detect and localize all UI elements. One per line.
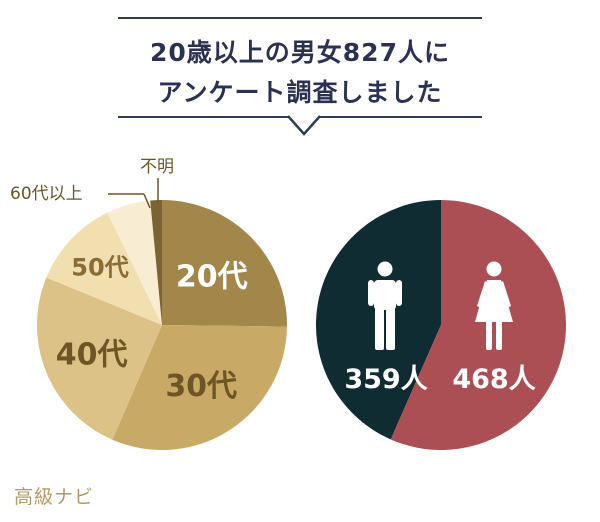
male-figure-icon (368, 261, 402, 350)
age-pie-chart: 20代 30代 40代 50代 60代以上 不明 (10, 157, 287, 450)
age-slice-label-3: 40代 (56, 337, 128, 372)
header-bottom-rule-right (320, 116, 482, 118)
header: 20歳以上の男女827人に アンケート調査しました (0, 0, 600, 150)
watermark-logo: 高級ナビ (14, 486, 95, 508)
age-slice-4 (46, 212, 163, 325)
header-top-rule (118, 17, 482, 19)
age-slice-5 (107, 200, 162, 325)
age-slice-2 (112, 325, 287, 450)
age-slice-3 (37, 277, 162, 440)
gender-slice-label-1: 359人 (344, 364, 427, 395)
gender-slice-female (390, 200, 566, 450)
title-line-1: 20歳以上の男女827人に (150, 38, 450, 67)
title-line-2: アンケート調査しました (157, 78, 443, 107)
age-slice-label-4: 50代 (71, 254, 128, 282)
callout-line-60s-tail (143, 193, 151, 209)
age-slice-label-2: 30代 (165, 369, 237, 404)
age-slice-1 (162, 200, 287, 327)
chevron-down-icon (287, 115, 321, 136)
female-figure-icon (475, 261, 513, 350)
gender-slice-label-2: 468人 (452, 364, 535, 395)
age-slice-6 (150, 200, 162, 325)
callout-label-unknown: 不明 (140, 157, 174, 177)
header-bottom-rule-left (118, 116, 288, 118)
callout-label-60s: 60代以上 (10, 184, 83, 204)
gender-pie-chart: 359人 468人 (315, 199, 566, 450)
age-slice-label-1: 20代 (176, 260, 248, 295)
